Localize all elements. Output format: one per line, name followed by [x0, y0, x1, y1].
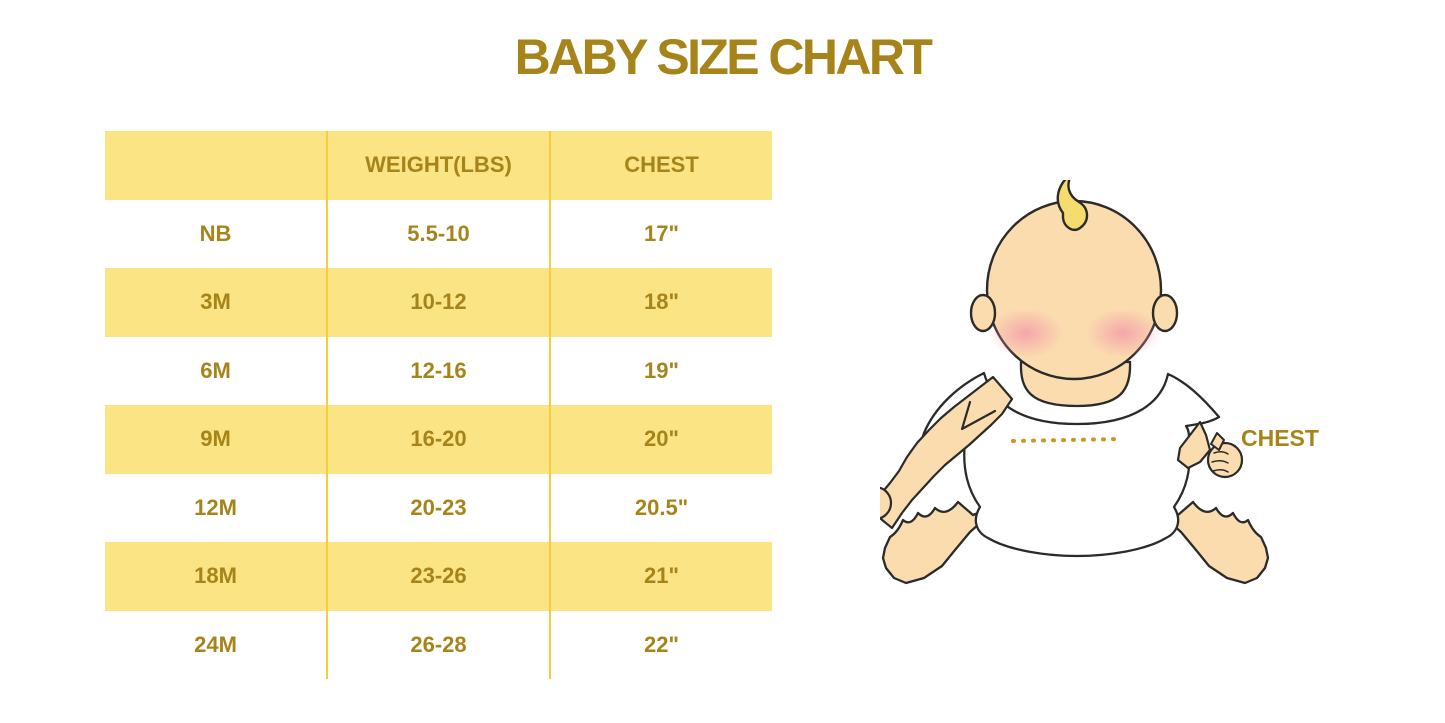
svg-text:CHEST: CHEST — [1241, 425, 1319, 451]
